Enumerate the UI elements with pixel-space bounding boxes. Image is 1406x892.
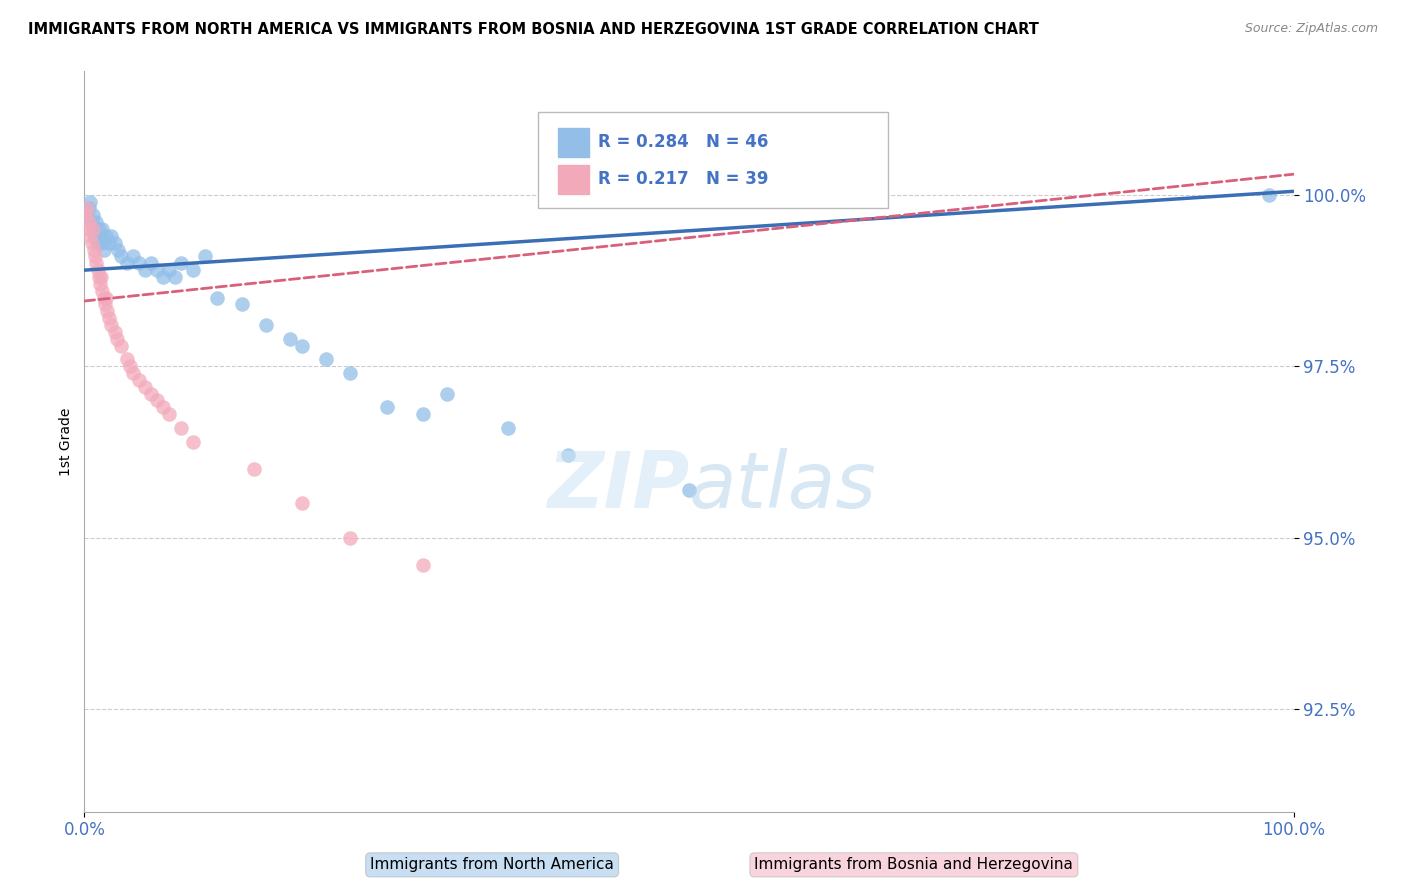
Point xyxy=(139,256,162,270)
Point xyxy=(82,222,104,236)
Point xyxy=(100,228,122,243)
Point xyxy=(80,235,103,250)
Point xyxy=(86,263,108,277)
Point xyxy=(134,380,156,394)
Text: R = 0.284   N = 46: R = 0.284 N = 46 xyxy=(599,134,769,152)
Point xyxy=(83,243,105,257)
Y-axis label: 1st Grade: 1st Grade xyxy=(59,408,73,475)
Point xyxy=(170,256,193,270)
Point xyxy=(115,256,138,270)
Point xyxy=(339,531,361,545)
Point xyxy=(100,318,122,332)
Point xyxy=(134,263,156,277)
Point xyxy=(104,325,127,339)
Point xyxy=(278,332,301,346)
Text: Immigrants from North America: Immigrants from North America xyxy=(370,857,614,872)
Point xyxy=(94,297,117,311)
Point xyxy=(75,208,97,222)
Point xyxy=(146,393,169,408)
Point xyxy=(76,208,98,222)
Point xyxy=(157,263,180,277)
FancyBboxPatch shape xyxy=(538,112,889,209)
Point xyxy=(91,222,114,236)
Point xyxy=(315,352,337,367)
Point xyxy=(93,291,115,305)
Text: IMMIGRANTS FROM NORTH AMERICA VS IMMIGRANTS FROM BOSNIA AND HERZEGOVINA 1ST GRAD: IMMIGRANTS FROM NORTH AMERICA VS IMMIGRA… xyxy=(28,22,1039,37)
Point xyxy=(254,318,277,332)
Point xyxy=(82,208,104,222)
Text: R = 0.217   N = 39: R = 0.217 N = 39 xyxy=(599,170,769,188)
Point xyxy=(157,407,180,421)
Point xyxy=(194,250,217,264)
Point xyxy=(87,222,110,236)
Point xyxy=(107,243,129,257)
Bar xyxy=(558,128,589,156)
Point xyxy=(231,297,253,311)
Point xyxy=(104,235,127,250)
Point xyxy=(105,332,128,346)
Point xyxy=(89,228,111,243)
Point xyxy=(79,194,101,209)
Point xyxy=(86,215,108,229)
Point xyxy=(128,373,150,387)
Point xyxy=(77,222,100,236)
Point xyxy=(146,263,169,277)
Point xyxy=(110,338,132,352)
Point xyxy=(79,228,101,243)
Point xyxy=(128,256,150,270)
Point xyxy=(94,291,117,305)
Point xyxy=(121,366,143,380)
Point xyxy=(678,483,700,497)
Point xyxy=(91,284,114,298)
Point xyxy=(97,235,120,250)
Text: Immigrants from Bosnia and Herzegovina: Immigrants from Bosnia and Herzegovina xyxy=(755,857,1073,872)
Point xyxy=(412,407,434,421)
Point xyxy=(86,256,108,270)
Point xyxy=(83,222,105,236)
Point xyxy=(496,421,519,435)
Point xyxy=(87,270,110,285)
Point xyxy=(90,235,112,250)
Point xyxy=(110,250,132,264)
Point xyxy=(375,401,398,415)
Point xyxy=(93,243,115,257)
Point xyxy=(339,366,361,380)
Point xyxy=(152,270,174,285)
Point xyxy=(121,250,143,264)
Point xyxy=(152,401,174,415)
Point xyxy=(94,228,117,243)
Point xyxy=(165,270,187,285)
Point xyxy=(1258,187,1281,202)
Point xyxy=(115,352,138,367)
Point xyxy=(84,228,107,243)
Point xyxy=(207,291,229,305)
Point xyxy=(77,202,100,216)
Text: Source: ZipAtlas.com: Source: ZipAtlas.com xyxy=(1244,22,1378,36)
Point xyxy=(181,434,204,449)
Text: ZIP: ZIP xyxy=(547,448,689,524)
Point xyxy=(97,311,120,326)
Point xyxy=(77,215,100,229)
Point xyxy=(170,421,193,435)
Point xyxy=(84,250,107,264)
Point xyxy=(291,338,314,352)
Point xyxy=(412,558,434,572)
Point xyxy=(80,215,103,229)
Text: atlas: atlas xyxy=(689,448,877,524)
Point xyxy=(181,263,204,277)
Point xyxy=(96,304,118,318)
Point xyxy=(89,277,111,291)
Point xyxy=(139,386,162,401)
Point xyxy=(242,462,264,476)
Point xyxy=(557,448,579,462)
Point xyxy=(76,202,98,216)
Point xyxy=(86,235,108,250)
Point xyxy=(436,386,458,401)
Point xyxy=(291,496,314,510)
Point xyxy=(90,270,112,285)
Bar xyxy=(558,165,589,194)
Point xyxy=(120,359,142,373)
